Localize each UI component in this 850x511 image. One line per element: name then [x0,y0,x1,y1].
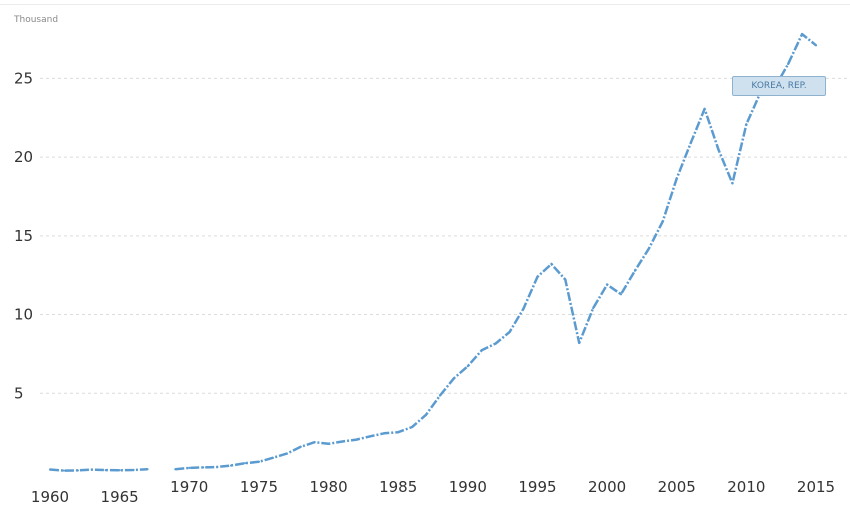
data-point [271,456,274,459]
data-point [327,442,330,445]
series-line-segment [175,32,817,471]
data-point [118,469,121,472]
y-tick-label: 25 [14,69,33,87]
data-point [619,293,623,296]
data-point [689,141,692,145]
data-point [48,468,52,471]
y-tick-labels: 5 10 15 20 25 [14,69,33,402]
y-tick-label: 10 [14,306,33,324]
data-point [438,394,442,397]
x-tick-label: 2000 [588,478,626,496]
data-point [216,465,219,469]
data-point [188,466,191,470]
series-label-badge[interactable]: KOREA, REP. [732,76,826,96]
data-point [202,466,205,469]
data-point [550,262,553,266]
data-point [383,432,386,435]
x-tick-label: 2005 [658,478,696,496]
data-point [76,469,79,472]
data-point [104,469,107,472]
x-tick-label: 1960 [31,488,69,506]
data-point [424,413,428,416]
data-point [814,44,818,47]
data-point [731,182,734,185]
data-point [745,123,748,126]
data-point [703,107,706,111]
data-point [494,342,497,345]
y-tick-label: 5 [14,384,24,402]
data-point [675,177,678,180]
x-tick-label: 1965 [101,488,139,506]
data-point [341,440,344,443]
data-point [257,460,261,463]
gridlines [40,77,850,394]
data-point [355,438,358,441]
x-tick-label: 1990 [449,478,487,496]
data-point [411,425,414,429]
y-tick-label: 20 [14,148,33,166]
x-tick-labels: 1960 1965 1970 1975 1980 1985 1990 1995 2000 2005… [31,478,835,506]
x-tick-label: 2015 [797,478,835,496]
x-tick-label: 1970 [170,478,208,496]
x-tick-label: 1975 [240,478,278,496]
data-point [299,445,302,448]
y-unit-label: Thousand [14,15,59,25]
series-points [48,33,818,472]
data-point [661,220,664,223]
data-point [508,330,511,334]
data-point [536,275,539,278]
data-point [132,468,135,472]
data-point [285,452,288,455]
y-tick-label: 15 [14,227,33,245]
data-point [369,435,372,438]
data-point [174,468,177,471]
data-point [243,462,247,465]
x-tick-label: 1985 [379,478,417,496]
data-point [229,464,233,467]
top-divider [0,4,850,5]
data-point [90,468,93,471]
data-point [62,469,66,472]
data-point [452,377,455,380]
x-tick-label: 1980 [309,478,347,496]
data-point [647,247,650,250]
data-point [787,62,790,66]
data-point [146,468,149,471]
data-point [564,278,567,281]
data-point [605,283,609,286]
series-line-segment [49,467,148,472]
data-point [717,148,720,151]
data-point [633,269,637,272]
data-point [578,341,581,344]
data-point [466,365,469,368]
data-point [522,307,525,310]
data-point [313,441,316,444]
x-tick-label: 2010 [727,478,765,496]
data-point [800,33,804,36]
data-point [480,349,483,352]
series-lines [49,32,817,472]
data-point [592,306,595,310]
x-tick-label: 1995 [518,478,556,496]
data-point [397,431,400,434]
